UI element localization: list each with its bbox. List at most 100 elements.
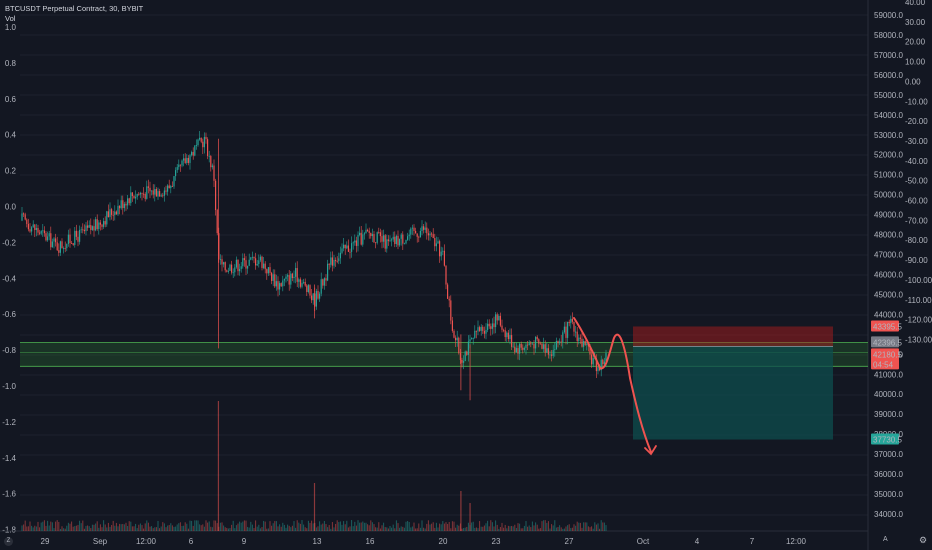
candle-body [551,354,553,356]
candle-body [135,196,137,199]
volume-bar [87,525,89,531]
candle-body [219,259,221,260]
volume-bar [109,526,111,531]
candle-body [213,165,215,181]
candle-body [191,152,193,156]
volume-bar [40,522,42,531]
tradingview-logo-icon[interactable]: Z [4,537,13,546]
candle-body [506,332,508,338]
candle-body [138,193,140,195]
volume-bar [325,524,327,531]
volume-bar [343,521,345,531]
volume-bar [64,528,66,531]
volume-bar [483,525,485,531]
volume-bar [528,525,530,531]
volume-bar [370,520,372,531]
auto-scale-button[interactable]: A [883,536,888,543]
volume-bar [522,528,524,531]
volume-bar [143,528,145,531]
candle-body [432,234,434,239]
volume-bar [207,522,209,531]
candle-body [303,281,305,283]
candle-body [253,256,255,259]
candle-body [317,290,319,299]
volume-bar [376,527,378,531]
percent-axis-tick: -70.00 [905,216,928,225]
candle-body [75,230,77,237]
volume-bar [319,521,321,531]
volume-bar [239,521,241,531]
volume-indicator-label[interactable]: Vol [5,14,16,23]
percent-axis-tick: -10.00 [905,97,928,106]
candle-body [480,326,482,331]
volume-bar [466,526,468,531]
candle-body [482,326,484,331]
candle-body [216,210,218,234]
candle-body [522,347,524,350]
volume-bar [175,526,177,531]
volume-bar [130,521,132,531]
candle-body [408,234,410,237]
volume-bar [360,522,362,531]
candle-body [29,229,31,232]
candle-body [511,335,513,347]
volume-bar [267,528,269,531]
candle-body [275,281,277,287]
volume-bar [75,525,77,531]
percent-axis-tick: 20.00 [905,38,926,47]
candle-body [144,193,146,199]
volume-bar [498,528,500,531]
volume-bar [170,523,172,531]
volume-bar [523,525,525,531]
volume-bar [535,522,537,531]
candle-body [115,211,117,215]
candle-body [242,258,244,267]
candle-body [306,285,308,292]
volume-bar [29,521,31,531]
x-axis-tick: 27 [565,537,574,546]
candle-body [423,226,425,230]
candle-body [45,233,47,241]
candle-body [312,293,314,301]
percent-axis-tick: -60.00 [905,197,928,206]
left-axis-tick: -1.2 [2,418,16,427]
volume-bar [507,525,509,531]
candle-body [584,341,586,345]
volume-bar [35,526,37,531]
candle-body [299,279,301,287]
volume-bar [359,522,361,531]
candle-body [155,188,157,197]
volume-bar [555,527,557,531]
volume-bar [117,526,119,531]
candle-body [365,229,367,234]
candle-body [386,239,388,249]
candle-body [367,229,369,232]
volume-bar [191,520,193,531]
volume-bar [538,528,540,531]
volume-bar [595,524,597,531]
candle-body [66,243,68,249]
percent-axis-tick: -20.00 [905,117,928,126]
candle-body [448,298,450,301]
percent-axis-tick: -40.00 [905,157,928,166]
candle-body [546,348,548,353]
volume-bar [421,520,423,531]
candle-body [203,136,205,148]
volume-bar [603,522,605,531]
volume-bar [269,521,271,531]
volume-bar [562,528,564,531]
volume-bar [458,525,460,531]
volume-bar [149,526,151,531]
candle-body [536,336,538,340]
candle-body [373,234,375,243]
candle-body [399,238,401,246]
symbol-title[interactable]: BTCUSDT Perpetual Contract, 30, BYBIT [5,4,144,13]
candle-body [320,279,322,294]
candle-body [383,235,385,242]
candle-body [499,315,501,326]
candle-body [504,330,506,338]
gear-icon[interactable]: ⚙ [918,535,928,545]
candle-body [581,338,583,347]
